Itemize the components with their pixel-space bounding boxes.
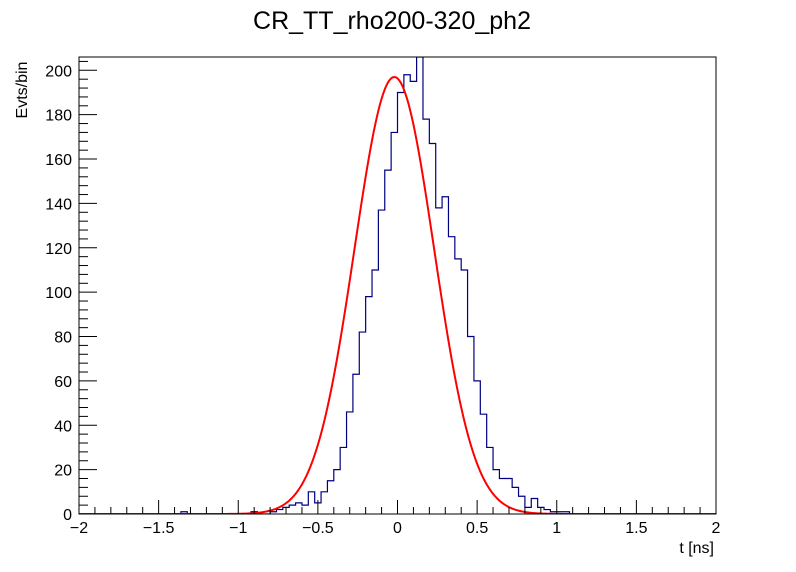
x-axis-label: t [ns] bbox=[679, 540, 714, 557]
y-tick-label: 140 bbox=[45, 196, 72, 213]
x-tick-label: −1 bbox=[229, 520, 247, 537]
x-tick-label: 0.5 bbox=[466, 520, 488, 537]
x-tick-label: 1 bbox=[552, 520, 561, 537]
y-tick-label: 200 bbox=[45, 63, 72, 80]
y-tick-label: 180 bbox=[45, 108, 72, 125]
x-tick-label: −1.5 bbox=[143, 520, 175, 537]
plot-area: −2 −1.5 −1 −0.5 0 0.5 1 1.5 20204060801001201401… bbox=[45, 56, 721, 537]
y-tick-label: 160 bbox=[45, 152, 72, 169]
x-tick-label: −0.5 bbox=[302, 520, 334, 537]
x-tick-label: 1.5 bbox=[625, 520, 647, 537]
y-tick-label: 100 bbox=[45, 285, 72, 302]
y-tick-label: 0 bbox=[63, 507, 72, 524]
x-tick-label: 0 bbox=[393, 520, 402, 537]
y-tick-label: 120 bbox=[45, 241, 72, 258]
fit-curve bbox=[79, 75, 716, 514]
y-tick-label: 80 bbox=[54, 330, 72, 347]
y-axis-label: Evts/bin bbox=[14, 62, 31, 119]
y-tick-label: 20 bbox=[54, 463, 72, 480]
x-tick-label: 2 bbox=[712, 520, 721, 537]
histogram-series bbox=[79, 57, 716, 514]
y-tick-label: 40 bbox=[54, 418, 72, 435]
chart-title: CR_TT_rho200-320_ph2 bbox=[253, 7, 531, 35]
y-tick-label: 60 bbox=[54, 374, 72, 391]
x-tick-label: −2 bbox=[70, 520, 88, 537]
